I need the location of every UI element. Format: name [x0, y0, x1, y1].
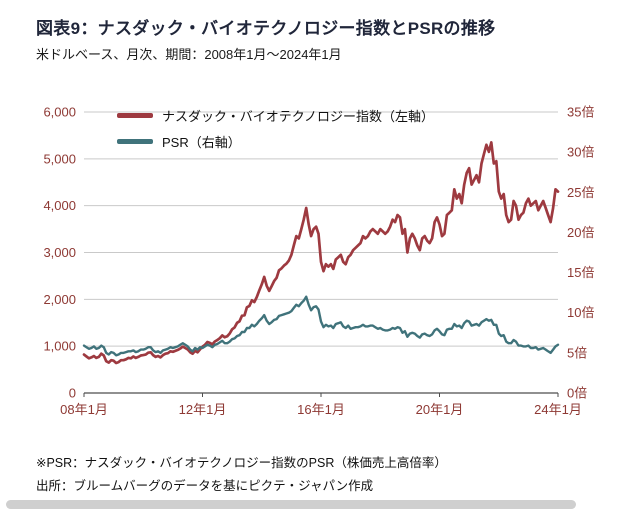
svg-text:4,000: 4,000 [43, 198, 76, 213]
svg-text:12年1月: 12年1月 [179, 402, 227, 417]
chart-subtitle: 米ドルベース、月次、期間：2008年1月～2024年1月 [36, 47, 342, 62]
svg-text:15倍: 15倍 [567, 265, 594, 280]
legend-item-index: ナスダック・バイオテクノロジー指数（左軸） [117, 106, 434, 125]
svg-text:25倍: 25倍 [567, 185, 594, 200]
chart-legend: ナスダック・バイオテクノロジー指数（左軸） PSR（右軸） [117, 106, 434, 151]
legend-item-psr: PSR（右軸） [117, 132, 434, 151]
svg-text:3,000: 3,000 [43, 245, 76, 260]
svg-text:2,000: 2,000 [43, 292, 76, 307]
svg-text:5倍: 5倍 [567, 345, 587, 360]
footnote-psr: ※PSR：ナスダック・バイオテクノロジー指数のPSR（株価売上高倍率） [36, 456, 447, 470]
legend-label-index: ナスダック・バイオテクノロジー指数（左軸） [162, 109, 434, 124]
legend-label-psr: PSR（右軸） [162, 135, 241, 150]
svg-text:24年1月: 24年1月 [534, 402, 582, 417]
svg-text:35倍: 35倍 [567, 105, 594, 120]
svg-text:20倍: 20倍 [567, 225, 594, 240]
svg-text:1,000: 1,000 [43, 339, 76, 354]
svg-text:0: 0 [69, 386, 76, 401]
chart-area: 0 1,000 2,000 3,000 4,000 5,000 6,000 0倍 5倍 10倍 15… [22, 90, 622, 430]
svg-text:6,000: 6,000 [43, 105, 76, 120]
index-line-swatch [117, 113, 153, 118]
chart-title: 図表9：ナスダック・バイオテクノロジー指数とPSRの推移 [36, 19, 496, 38]
svg-text:10倍: 10倍 [567, 305, 594, 320]
svg-text:20年1月: 20年1月 [416, 402, 464, 417]
footnote-source: 出所：ブルームバーグのデータを基にピクテ・ジャパン作成 [36, 479, 374, 493]
svg-text:08年1月: 08年1月 [60, 402, 108, 417]
svg-text:0倍: 0倍 [567, 386, 587, 401]
psr-line-swatch [117, 139, 153, 144]
svg-text:30倍: 30倍 [567, 145, 594, 160]
svg-text:5,000: 5,000 [43, 151, 76, 166]
line-chart: 0 1,000 2,000 3,000 4,000 5,000 6,000 0倍 5倍 10倍 15… [43, 105, 594, 418]
horizontal-scrollbar-thumb[interactable] [6, 500, 576, 509]
svg-text:16年1月: 16年1月 [297, 402, 345, 417]
